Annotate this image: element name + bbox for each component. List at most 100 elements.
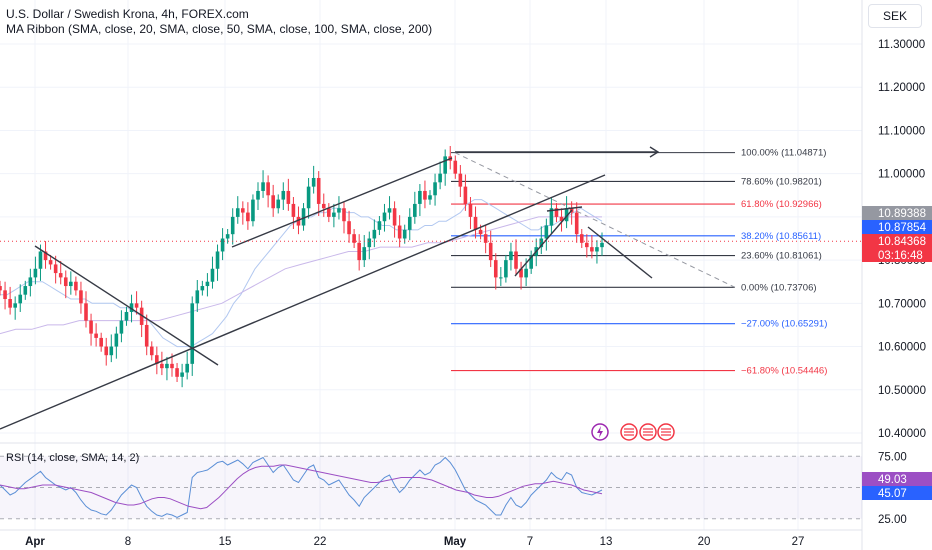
time-tick-label: 13 xyxy=(600,536,613,548)
candle-body xyxy=(377,221,382,230)
time-tick-label: 7 xyxy=(527,536,533,548)
rsi-ma-tag-label: 45.07 xyxy=(878,488,907,500)
candle-body xyxy=(595,247,599,252)
candle-body xyxy=(165,363,169,369)
grid xyxy=(0,0,863,550)
candle-body xyxy=(559,216,564,222)
fib-level-label: 0.00% (10.73706) xyxy=(741,282,817,293)
price-tag xyxy=(862,206,932,220)
candle-body xyxy=(418,190,422,204)
candle-body xyxy=(352,234,356,243)
candle-body xyxy=(291,203,296,217)
trendlines[interactable] xyxy=(0,146,862,430)
candle-body xyxy=(524,268,528,278)
candle-body xyxy=(544,225,549,239)
trendline-projection[interactable] xyxy=(587,226,653,279)
candle-body xyxy=(195,290,200,304)
currency-button[interactable]: SEK xyxy=(868,4,922,28)
candle-body xyxy=(286,190,291,204)
trendline-long-support[interactable] xyxy=(0,174,606,430)
fib-trend-line xyxy=(454,152,736,288)
time-tick-label: 15 xyxy=(219,536,232,548)
candle-body xyxy=(149,346,154,356)
economic-events[interactable] xyxy=(591,423,675,441)
time-tick-label: 22 xyxy=(314,536,327,548)
fib-level-label: 100.00% (11.04871) xyxy=(741,148,826,159)
candle-body xyxy=(549,208,554,226)
candle-body xyxy=(316,177,321,204)
candle-body xyxy=(251,199,255,222)
fib-level-label: −27.00% (10.65291) xyxy=(741,319,827,330)
trendline-flag-lower[interactable] xyxy=(514,209,573,277)
candle-body xyxy=(443,156,447,174)
candle-body xyxy=(99,337,103,347)
candle-body xyxy=(185,363,189,373)
rsi-ma-line xyxy=(0,464,603,510)
fibonacci-levels: 100.00% (11.04871) 78.60% (10.98201) 61.80… xyxy=(451,148,827,377)
fib-level-label: 61.80% (10.92966) xyxy=(741,199,822,210)
candle-body xyxy=(144,324,149,347)
candle-body xyxy=(387,208,392,213)
candle-body xyxy=(155,355,159,364)
candle-body xyxy=(407,216,412,230)
candle-body xyxy=(33,268,38,278)
candle-body xyxy=(347,221,351,235)
candle-body xyxy=(504,260,508,278)
arrow-head xyxy=(649,146,660,158)
price-tick-label: 10.60000 xyxy=(878,342,926,354)
rsi-tick-label: 25.00 xyxy=(878,514,907,526)
candle-body xyxy=(170,363,174,369)
rsi-tick-label: 75.00 xyxy=(878,451,907,463)
candle-body xyxy=(342,208,346,222)
candle-body xyxy=(8,299,12,308)
candle-body xyxy=(574,212,579,235)
candle-body xyxy=(590,247,594,252)
candle-body xyxy=(519,268,523,278)
candle-body xyxy=(357,242,361,261)
candle-body xyxy=(119,320,124,334)
candle-body xyxy=(104,346,109,356)
trendline-channel-top[interactable] xyxy=(231,157,453,248)
time-tick-label: 8 xyxy=(125,536,131,548)
indicator-label[interactable]: MA Ribbon (SMA, close, 20, SMA, close, 5… xyxy=(6,22,433,36)
price-tag xyxy=(862,234,932,248)
candle-body xyxy=(210,268,215,282)
candle-body xyxy=(337,208,341,213)
candle-body xyxy=(175,368,179,377)
candle-body xyxy=(124,311,129,321)
candle-body xyxy=(478,229,483,235)
candle-body xyxy=(488,242,493,261)
candle-body xyxy=(564,208,569,222)
price-tick-label: 10.70000 xyxy=(878,298,926,310)
candle-body xyxy=(453,160,458,174)
fib-level-label: 38.20% (10.85611) xyxy=(741,231,821,242)
candle-body xyxy=(327,208,331,217)
candle-body xyxy=(311,177,316,187)
fib-level-label: −61.80% (10.54446) xyxy=(741,366,827,377)
price-tick-label: 10.50000 xyxy=(878,385,926,397)
rsi-ma-tag xyxy=(862,486,932,500)
candle-body xyxy=(413,203,417,217)
candle-body xyxy=(74,281,78,291)
time-axis[interactable]: Apr 8 15 22 May 7 13 20 27 xyxy=(0,529,862,548)
price-axis[interactable]: 11.3000011.2000011.1000011.0000010.90000… xyxy=(862,39,932,440)
candles xyxy=(0,146,604,388)
fib-level-label: 23.60% (10.81061) xyxy=(741,251,822,262)
candle-body xyxy=(281,190,286,200)
candle-body xyxy=(84,303,88,321)
rsi-line xyxy=(0,456,603,519)
rsi-label: RSI (14, close, SMA, 14, 2) xyxy=(6,452,139,464)
rsi-tag-label: 49.03 xyxy=(878,474,907,486)
candle-body xyxy=(332,212,336,217)
candle-body xyxy=(28,277,33,287)
candle-body xyxy=(362,247,367,261)
candle-body xyxy=(276,199,281,209)
trendline-descending[interactable] xyxy=(34,245,219,366)
candle-body xyxy=(458,173,463,187)
rsi-pane[interactable]: 75.00 25.00 RSI (14, close, SMA, 14, 2) 49.… xyxy=(0,451,932,526)
countdown-label: 03:16:48 xyxy=(878,250,923,262)
candle-body xyxy=(266,182,270,196)
trendline-flag-top[interactable] xyxy=(546,206,583,212)
candle-body xyxy=(109,346,114,356)
